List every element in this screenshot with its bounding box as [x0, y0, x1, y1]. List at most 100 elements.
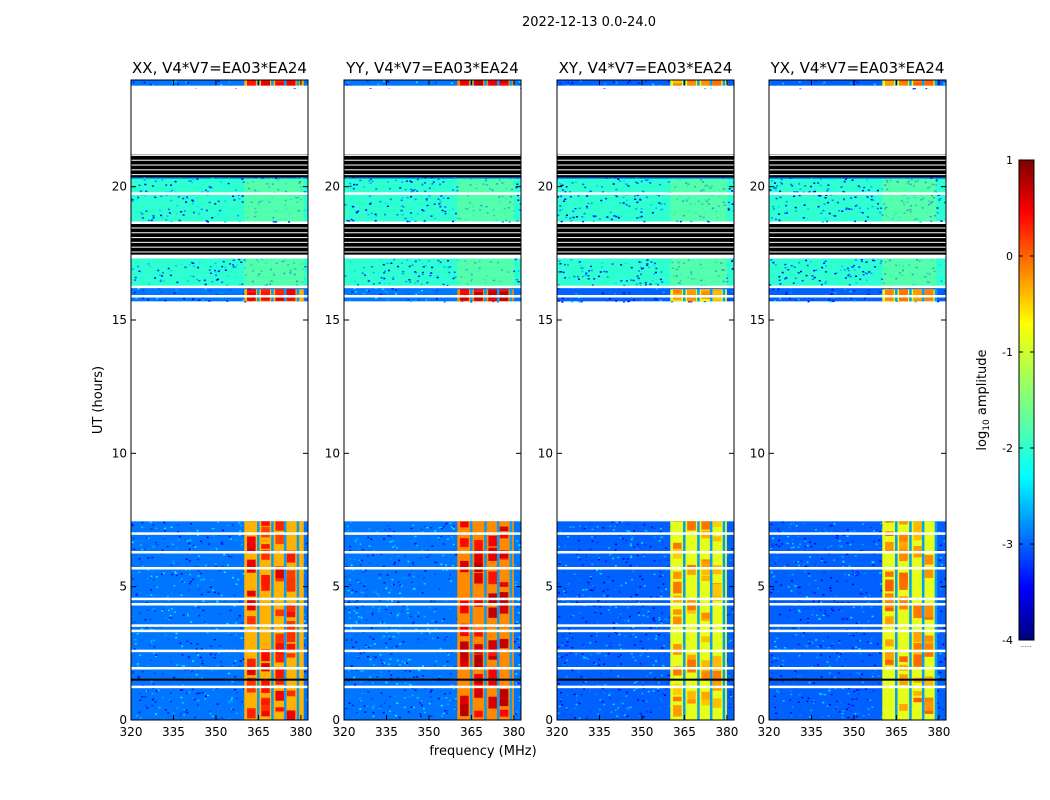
- noise-speck: [433, 203, 436, 205]
- flag-line: [344, 169, 521, 171]
- noise-speck: [151, 682, 154, 684]
- noise-speck: [517, 554, 520, 557]
- noise-speck: [639, 216, 642, 219]
- noise-speck: [640, 215, 643, 218]
- noise-speck: [435, 621, 438, 623]
- noise-speck: [138, 270, 141, 272]
- noise-speck: [633, 681, 636, 684]
- noise-speck: [668, 622, 671, 625]
- noise-speck: [372, 711, 375, 714]
- noise-speck: [140, 271, 143, 274]
- noise-speck: [570, 615, 573, 617]
- noise-speck: [242, 658, 245, 660]
- noise-speck: [615, 82, 618, 84]
- noise-speck: [408, 184, 411, 186]
- noise-speck: [183, 210, 186, 212]
- noise-speck: [164, 299, 167, 302]
- noise-speck: [236, 617, 239, 620]
- noise-speck: [181, 654, 184, 656]
- noise-speck: [361, 710, 364, 712]
- noise-speck: [133, 291, 136, 294]
- noise-speck: [519, 209, 521, 211]
- noise-speck: [557, 214, 560, 217]
- noise-speck: [401, 660, 404, 663]
- noise-speck: [364, 715, 367, 718]
- flag-line: [131, 154, 308, 156]
- noise-speck: [558, 271, 561, 273]
- noise-speck: [638, 619, 641, 622]
- noise-speck: [578, 195, 581, 198]
- noise-speck: [141, 628, 144, 630]
- white-flag-line: [344, 532, 521, 535]
- noise-speck: [192, 298, 195, 300]
- noise-speck: [601, 262, 604, 264]
- noise-speck: [161, 549, 164, 552]
- noise-speck: [187, 180, 190, 182]
- noise-speck: [561, 297, 564, 299]
- noise-speck: [192, 265, 195, 267]
- noise-speck: [196, 614, 199, 616]
- noise-speck: [636, 548, 639, 550]
- noise-speck: [209, 290, 212, 292]
- noise-speck: [567, 583, 570, 585]
- noise-speck: [194, 546, 197, 548]
- noise-speck: [595, 634, 598, 637]
- noise-speck: [175, 264, 178, 267]
- noise-speck: [622, 705, 625, 707]
- noise-speck: [384, 202, 387, 205]
- hot-channel-blob: [247, 708, 256, 719]
- noise-speck: [181, 578, 184, 580]
- noise-speck: [160, 279, 163, 281]
- noise-speck: [442, 543, 445, 545]
- noise-speck: [388, 706, 391, 708]
- noise-speck: [566, 264, 569, 266]
- noise-speck: [407, 560, 410, 563]
- noise-speck: [179, 592, 182, 595]
- hot-channel-blob: [488, 652, 497, 660]
- hot-channel-blob: [474, 80, 483, 85]
- noise-speck: [187, 700, 190, 703]
- noise-speck: [557, 550, 560, 552]
- noise-speck: [449, 699, 452, 702]
- noise-speck: [406, 577, 409, 580]
- noise-speck: [517, 682, 520, 684]
- noise-speck: [234, 189, 237, 191]
- noise-speck: [421, 665, 424, 667]
- noise-speck: [360, 699, 363, 702]
- hot-channel-blob: [488, 290, 497, 298]
- noise-speck: [558, 615, 561, 618]
- noise-speck: [821, 693, 824, 696]
- noise-speck: [222, 529, 225, 532]
- noise-speck: [138, 571, 141, 573]
- noise-speck: [639, 662, 642, 665]
- noise-speck: [607, 581, 610, 583]
- noise-speck: [426, 556, 429, 558]
- noise-speck: [227, 557, 230, 559]
- noise-speck: [655, 298, 658, 301]
- hot-channel-blob: [474, 674, 483, 679]
- noise-speck: [577, 657, 580, 659]
- noise-speck: [144, 704, 147, 707]
- noise-speck: [572, 210, 575, 213]
- noise-speck: [184, 669, 187, 671]
- noise-speck: [414, 282, 417, 284]
- noise-speck: [642, 593, 645, 596]
- noise-speck: [304, 670, 307, 673]
- noise-speck: [623, 301, 626, 303]
- noise-speck: [208, 201, 211, 204]
- noise-speck: [139, 654, 142, 656]
- noise-speck: [454, 212, 457, 215]
- noise-speck: [442, 569, 445, 572]
- noise-speck: [389, 658, 392, 660]
- noise-speck: [727, 274, 730, 277]
- hot-channel-blob: [673, 289, 682, 294]
- noise-speck: [169, 692, 172, 694]
- noise-speck: [664, 687, 667, 690]
- noise-speck: [179, 535, 182, 538]
- noise-speck: [626, 530, 629, 532]
- noise-speck: [355, 622, 358, 625]
- noise-speck: [614, 194, 617, 197]
- noise-speck: [240, 600, 243, 602]
- noise-speck: [622, 558, 625, 560]
- noise-speck: [158, 180, 161, 183]
